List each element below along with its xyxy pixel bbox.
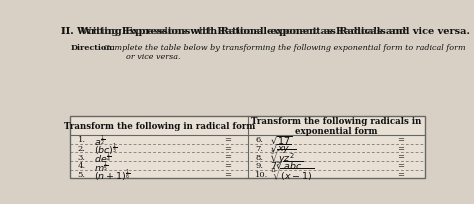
Text: =: =: [397, 136, 404, 144]
Text: $(bc)^{\frac{1}{3}}$: $(bc)^{\frac{1}{3}}$: [94, 140, 118, 156]
Text: $m^{\frac{1}{5}}$: $m^{\frac{1}{5}}$: [94, 158, 109, 173]
Text: 3.: 3.: [78, 153, 86, 161]
Text: =: =: [397, 162, 404, 170]
Text: =: =: [225, 162, 232, 170]
Text: $\sqrt[11]{(x-1)}$: $\sqrt[11]{(x-1)}$: [271, 166, 315, 182]
Text: 5.: 5.: [78, 170, 86, 178]
Text: =: =: [225, 144, 232, 152]
Text: II.  Writing Expressions with Rational exponent as Radicals and vice versa.: II. Writing Expressions with Rational ex…: [61, 27, 470, 36]
Text: Transform the following in radical form: Transform the following in radical form: [64, 121, 255, 130]
Text: Direction:: Direction:: [70, 44, 115, 52]
Text: =: =: [397, 153, 404, 161]
Text: $a^{\frac{1}{2}}$: $a^{\frac{1}{2}}$: [94, 132, 105, 147]
Text: II. Writing Expressions with Rational exponent as Radicals and: II. Writing Expressions with Rational ex…: [61, 27, 410, 36]
Text: 1.: 1.: [78, 136, 86, 144]
Text: $7\sqrt[5]{abc}$: $7\sqrt[5]{abc}$: [271, 159, 304, 172]
Text: Complete the table below by transforming the following exponential form to radic: Complete the table below by transforming…: [101, 44, 466, 61]
Text: =: =: [225, 136, 232, 144]
Text: =: =: [225, 153, 232, 161]
Text: 8.: 8.: [255, 153, 263, 161]
Text: Transform the following radicals in
exponential form: Transform the following radicals in expo…: [251, 116, 422, 135]
Text: $(n+1)^{\frac{1}{6}}$: $(n+1)^{\frac{1}{6}}$: [94, 166, 130, 182]
Text: 4.: 4.: [78, 162, 86, 170]
Text: =: =: [397, 170, 404, 178]
FancyBboxPatch shape: [70, 116, 425, 178]
Text: 9.: 9.: [255, 162, 263, 170]
Text: $\sqrt{xy}$: $\sqrt{xy}$: [271, 141, 292, 155]
Text: =: =: [397, 144, 404, 152]
Text: $de^{\frac{1}{4}}$: $de^{\frac{1}{4}}$: [94, 150, 111, 164]
Text: 10.: 10.: [255, 170, 268, 178]
Text: II.  Writing Expressions with Rational exponent as Radicals and: II. Writing Expressions with Rational ex…: [61, 27, 413, 36]
Text: $\sqrt[3]{yz^{2}}$: $\sqrt[3]{yz^{2}}$: [271, 147, 297, 166]
Text: 2.: 2.: [78, 144, 85, 152]
Text: $\sqrt{17}$: $\sqrt{17}$: [271, 134, 293, 145]
Text: 6.: 6.: [255, 136, 263, 144]
Text: =: =: [225, 170, 232, 178]
Text: 7.: 7.: [255, 144, 263, 152]
